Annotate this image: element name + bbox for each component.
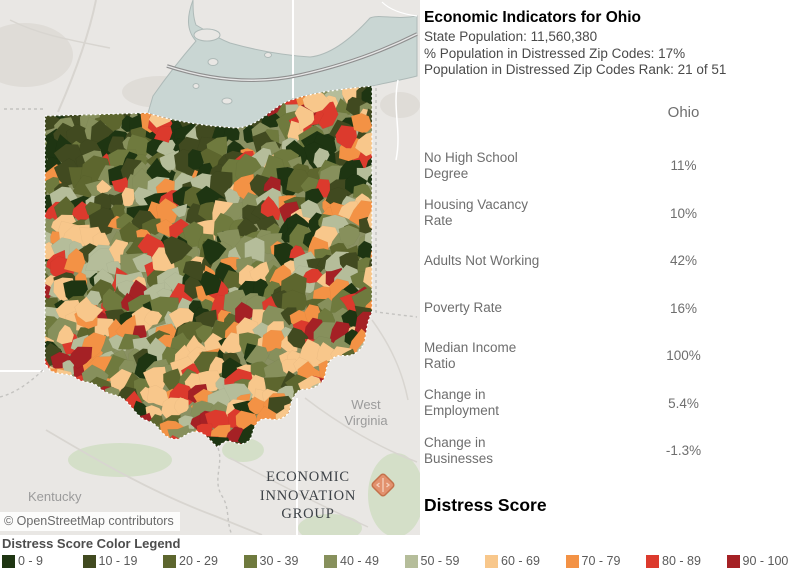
- legend-item[interactable]: 70 - 79: [565, 554, 647, 568]
- legend-item[interactable]: 30 - 39: [243, 554, 325, 568]
- international-border-line: [166, 32, 418, 83]
- legend-item[interactable]: 50 - 59: [404, 554, 486, 568]
- eig-logo: ECONOMIC INNOVATION GROUP: [252, 468, 395, 524]
- eig-diamond-icon: [368, 470, 398, 500]
- indicator-value: 42%: [669, 253, 698, 268]
- forest-areas: [68, 438, 420, 535]
- legend-bin-label: 30 - 39: [259, 554, 299, 568]
- legend-bin-label: 60 - 69: [501, 554, 540, 568]
- legend-swatch: [646, 554, 659, 568]
- lake-erie: [147, 0, 418, 129]
- indicator-value: 11%: [670, 158, 697, 173]
- indicator-row: Poverty Rate 16%: [424, 285, 804, 332]
- map-label-kentucky: Kentucky: [28, 489, 82, 504]
- legend-items: 0 - 9 10 - 19 20 - 29 30 - 39 40 - 49 50 - 59…: [2, 554, 807, 568]
- indicator-value: 10%: [669, 205, 698, 221]
- panel-subtitle: State Population: 11,560,380% Population…: [424, 29, 726, 79]
- indicator-label: Change in Employment: [424, 387, 500, 418]
- panel-title: Economic Indicators for Ohio: [424, 9, 642, 26]
- legend-swatch: [243, 554, 257, 568]
- indicator-label: Poverty Rate: [424, 300, 503, 315]
- indicator-value: 16%: [669, 300, 698, 316]
- legend-bin-label: 70 - 79: [581, 554, 621, 568]
- legend-item[interactable]: 10 - 19: [82, 554, 164, 568]
- indicator-value: 100%: [666, 348, 701, 363]
- legend-bin-label: 0 - 9: [18, 554, 44, 568]
- indicator-label: Change in Businesses: [424, 434, 494, 466]
- legend-swatch: [404, 554, 418, 568]
- legend-bin-label: 50 - 59: [420, 554, 460, 568]
- distress-score-legend: Distress Score Color Legend 0 - 9 10 - 19…: [2, 536, 807, 568]
- legend-item[interactable]: 60 - 69: [485, 554, 566, 568]
- legend-item[interactable]: 20 - 29: [163, 554, 244, 568]
- legend-swatch: [565, 554, 579, 568]
- indicator-label: Housing Vacancy Rate: [424, 197, 529, 228]
- legend-item[interactable]: 80 - 89: [646, 554, 727, 568]
- wv-line2: Virginia: [344, 413, 388, 428]
- legend-swatch: [2, 554, 15, 568]
- indicator-row: Adults Not Working 42%: [424, 237, 804, 284]
- indicator-row: No High School Degree 11%: [424, 142, 804, 189]
- state-border-dashes: [0, 88, 418, 535]
- legend-title: Distress Score Color Legend: [2, 536, 181, 551]
- lake-islands: [192, 28, 272, 105]
- road-lines: [0, 0, 418, 535]
- legend-bin-label: 80 - 89: [662, 554, 701, 568]
- indicator-label: Adults Not Working: [424, 252, 540, 268]
- indicator-row: Housing Vacancy Rate 10%: [424, 190, 804, 237]
- legend-swatch: [485, 554, 498, 568]
- legend-item[interactable]: 90 - 100: [726, 554, 808, 568]
- eig-logo-line3: GROUP: [281, 506, 335, 522]
- indicators-panel: Economic Indicators for Ohio State Popul…: [420, 0, 809, 535]
- map-label-west-virginia: West Virginia: [328, 397, 404, 429]
- legend-bin-label: 40 - 49: [340, 554, 379, 568]
- panel-subtitle-line: % Population in Distressed Zip Codes: 17…: [424, 45, 686, 61]
- legend-item[interactable]: 0 - 9: [2, 554, 83, 568]
- legend-bin-label: 20 - 29: [179, 554, 218, 568]
- legend-swatch: [163, 554, 176, 568]
- panel-subtitle-line: Population in Distressed Zip Codes Rank:…: [424, 62, 727, 77]
- map-panel[interactable]: West Virginia Kentucky ECONOMIC INNOVATI…: [0, 0, 420, 535]
- indicator-value: 5.4%: [668, 395, 699, 411]
- panel-subtitle-line: State Population: 11,560,380: [424, 29, 598, 44]
- eig-logo-line1: ECONOMIC: [266, 469, 350, 485]
- indicator-label: No High School Degree: [424, 149, 518, 181]
- wv-line1: West: [351, 397, 381, 412]
- legend-bin-label: 10 - 19: [98, 554, 138, 568]
- eig-logo-text: ECONOMIC INNOVATION GROUP: [252, 468, 364, 524]
- legend-swatch: [324, 554, 337, 568]
- indicator-value: -1.3%: [665, 443, 702, 458]
- legend-swatch: [82, 554, 96, 568]
- map-attribution-link[interactable]: © OpenStreetMap contributors: [0, 512, 180, 531]
- ohio-choropleth-map[interactable]: [0, 0, 420, 535]
- indicators-table: No High School Degree 11% Housing Vacancy …: [420, 0, 809, 480]
- legend-bin-label: 90 - 100: [742, 554, 789, 568]
- indicator-row: Change in Businesses -1.3%: [424, 427, 804, 474]
- eig-logo-line2: INNOVATION: [259, 487, 357, 504]
- distress-score-heading: Distress Score: [424, 495, 547, 515]
- legend-item[interactable]: 40 - 49: [324, 554, 405, 568]
- indicator-row: Change in Employment 5.4%: [424, 380, 804, 427]
- indicator-row: Median Income Ratio 100%: [424, 332, 804, 379]
- indicator-label: Median Income Ratio: [424, 339, 517, 371]
- column-header-ohio: Ohio: [667, 104, 700, 121]
- legend-swatch: [726, 554, 740, 568]
